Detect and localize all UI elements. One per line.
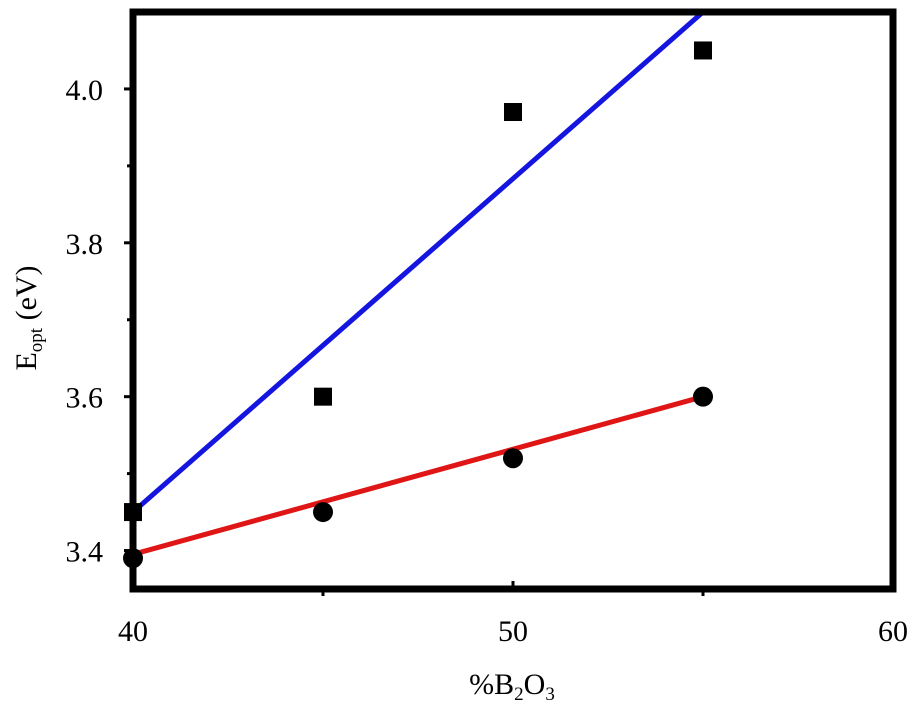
square-marker [504, 103, 522, 122]
square-marker [694, 41, 712, 60]
x-tick-label: 60 [878, 615, 908, 648]
x-tick-label: 50 [498, 615, 528, 648]
plot-frame [129, 8, 897, 593]
x-tick-labels: 40 50 60 [118, 615, 908, 648]
square-marker [314, 387, 332, 406]
y-tick-label: 4.0 [66, 74, 104, 107]
fit-line-square [133, 12, 706, 515]
fit-lines [133, 12, 706, 557]
circle-marker [503, 448, 523, 469]
fit-line-circle [133, 394, 706, 557]
circle-marker [693, 386, 713, 407]
y-axis-label: Eopt (eV) [10, 265, 47, 370]
x-tick-label: 40 [118, 615, 148, 648]
axis-ticks [124, 87, 895, 596]
y-tick-label: 3.6 [66, 382, 104, 415]
data-markers [123, 41, 713, 569]
y-tick-label: 3.4 [66, 536, 104, 569]
circle-marker [313, 502, 333, 523]
x-axis-label: %B2O3 [469, 668, 555, 705]
y-tick-label: 3.8 [66, 228, 104, 261]
y-tick-labels: 3.4 3.6 3.8 4.0 [66, 74, 104, 569]
